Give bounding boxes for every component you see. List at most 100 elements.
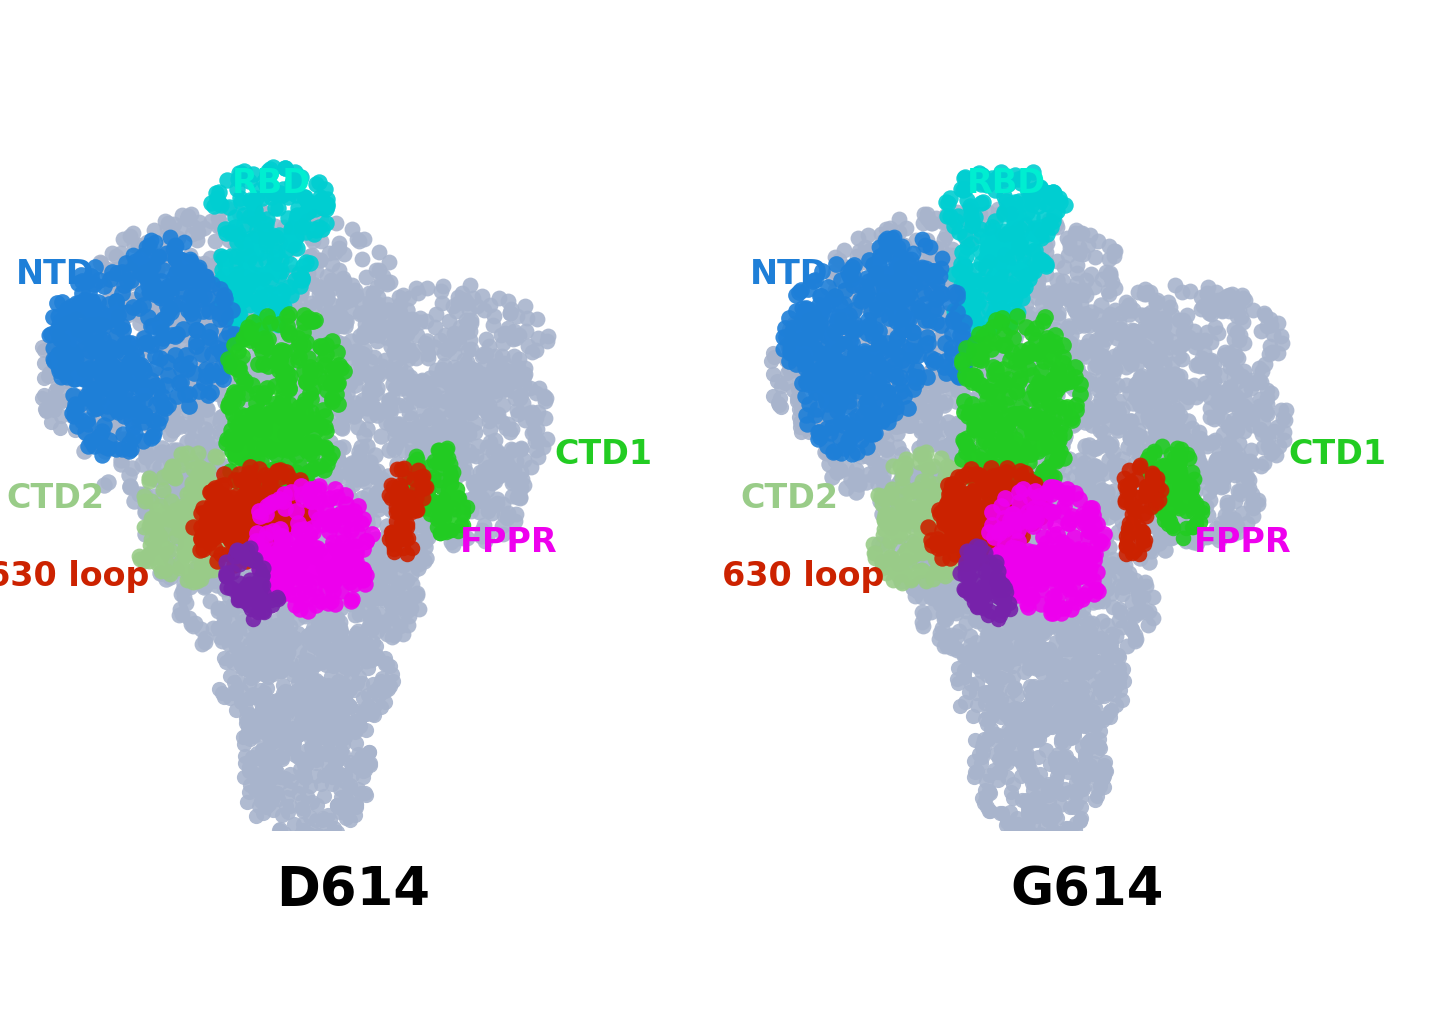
Point: [50, 369, 73, 385]
Point: [1139, 285, 1162, 301]
Point: [910, 464, 933, 480]
Point: [236, 313, 259, 330]
Point: [930, 597, 953, 613]
Point: [85, 382, 108, 398]
Point: [979, 310, 1002, 327]
Point: [274, 624, 297, 640]
Point: [265, 583, 288, 599]
Point: [425, 495, 448, 511]
Text: RBD: RBD: [232, 167, 311, 200]
Point: [877, 503, 900, 519]
Point: [1058, 681, 1081, 697]
Point: [1149, 381, 1172, 397]
Point: [829, 310, 852, 327]
Point: [1224, 467, 1247, 483]
Point: [899, 270, 922, 287]
Point: [423, 392, 446, 409]
Point: [1068, 381, 1092, 397]
Point: [1025, 410, 1048, 426]
Point: [281, 547, 304, 563]
Point: [966, 589, 989, 605]
Point: [240, 366, 264, 382]
Point: [991, 310, 1014, 327]
Point: [973, 446, 996, 463]
Point: [318, 417, 341, 433]
Point: [202, 257, 225, 273]
Point: [1096, 509, 1119, 525]
Point: [513, 452, 536, 468]
Point: [1178, 468, 1201, 484]
Point: [431, 456, 454, 472]
Point: [287, 301, 310, 317]
Point: [268, 562, 291, 579]
Point: [85, 403, 108, 420]
Point: [396, 351, 419, 368]
Point: [68, 335, 91, 351]
Point: [991, 426, 1014, 442]
Point: [982, 613, 1005, 630]
Point: [919, 267, 942, 284]
Point: [274, 160, 297, 176]
Point: [1123, 542, 1146, 558]
Point: [1158, 339, 1181, 355]
Point: [295, 644, 318, 660]
Point: [845, 443, 868, 460]
Point: [943, 364, 966, 380]
Point: [824, 334, 847, 350]
Point: [491, 526, 514, 543]
Point: [268, 698, 291, 715]
Point: [235, 435, 258, 452]
Point: [317, 492, 340, 508]
Point: [1140, 381, 1164, 397]
Point: [1037, 649, 1060, 666]
Point: [210, 515, 233, 531]
Point: [207, 681, 230, 697]
Point: [950, 352, 973, 369]
Point: [118, 443, 141, 460]
Point: [989, 690, 1012, 707]
Point: [1035, 435, 1058, 452]
Point: [1058, 374, 1081, 390]
Point: [873, 232, 896, 249]
Point: [395, 495, 418, 511]
Point: [291, 698, 314, 715]
Point: [829, 297, 852, 313]
Point: [1139, 499, 1162, 515]
Point: [995, 194, 1018, 210]
Point: [1063, 554, 1086, 570]
Point: [1025, 336, 1048, 352]
Point: [402, 589, 425, 605]
Point: [871, 473, 894, 489]
Point: [442, 334, 465, 350]
Point: [238, 173, 261, 189]
Point: [1099, 641, 1122, 657]
Point: [281, 365, 304, 381]
Point: [982, 530, 1005, 547]
Point: [1034, 244, 1057, 260]
Point: [910, 328, 933, 344]
Point: [262, 250, 285, 266]
Point: [1250, 362, 1273, 379]
Point: [318, 605, 341, 622]
Point: [976, 606, 999, 623]
Point: [102, 403, 125, 420]
Point: [1002, 522, 1025, 539]
Point: [1009, 614, 1032, 631]
Point: [897, 555, 920, 571]
Point: [955, 602, 978, 618]
Point: [1040, 829, 1063, 846]
Point: [271, 751, 294, 767]
Point: [179, 342, 202, 358]
Point: [1172, 327, 1195, 343]
Point: [148, 317, 171, 334]
Point: [989, 520, 1012, 537]
Point: [412, 389, 435, 406]
Point: [495, 293, 518, 309]
Point: [45, 337, 68, 353]
Point: [1014, 563, 1037, 580]
Point: [288, 462, 311, 478]
Point: [949, 276, 972, 293]
Point: [1071, 344, 1094, 360]
Point: [510, 439, 533, 456]
Point: [995, 656, 1018, 673]
